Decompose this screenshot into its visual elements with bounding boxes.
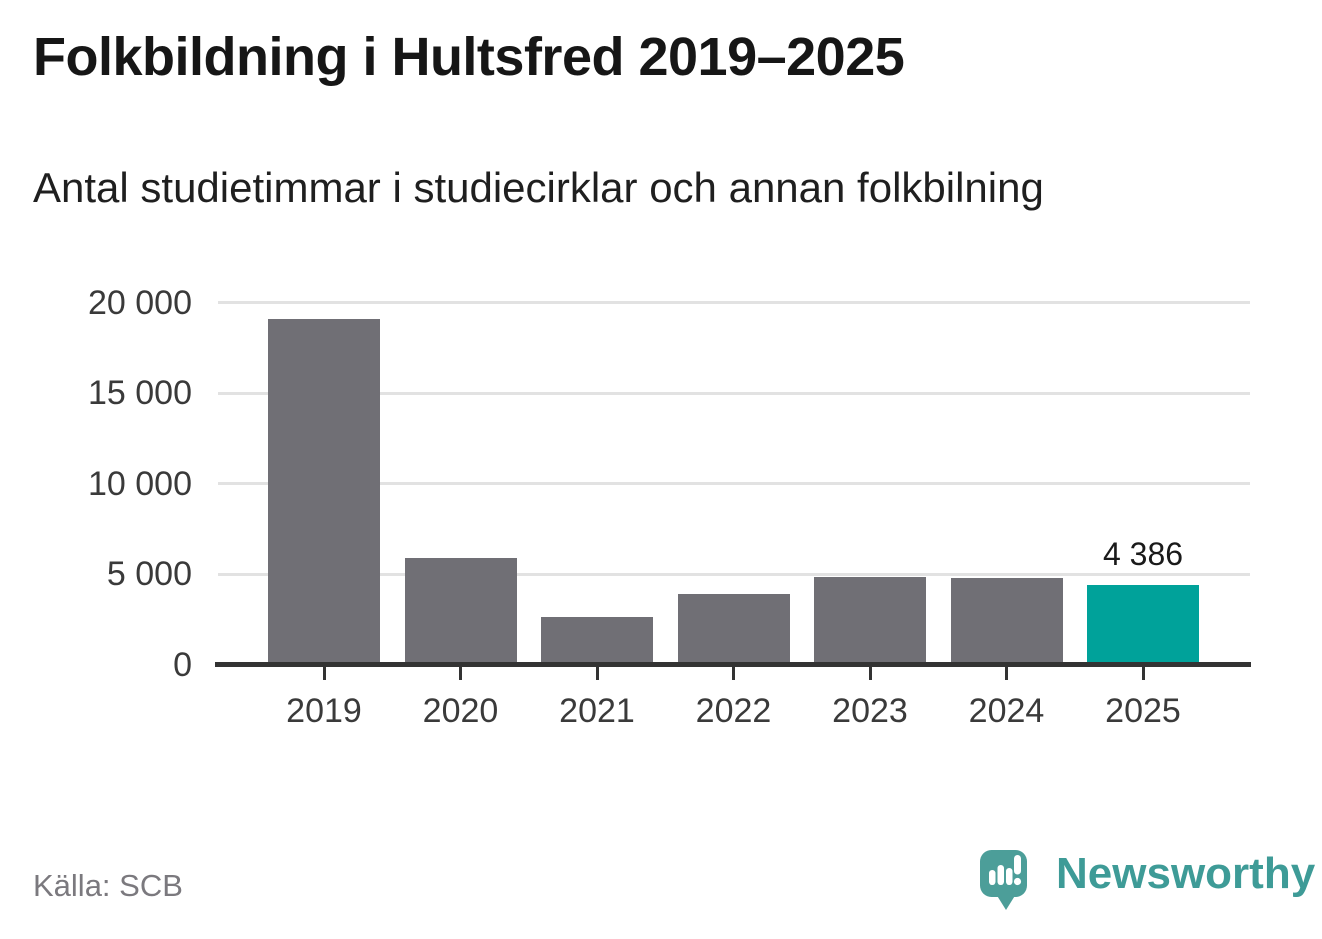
bar-value-label: 4 386 xyxy=(1102,536,1184,573)
chart-subtitle: Antal studietimmar i studiecirklar och a… xyxy=(33,164,1044,211)
x-axis-tick-label: 2025 xyxy=(1105,692,1181,730)
gridline xyxy=(218,482,1250,485)
x-axis-tick xyxy=(322,667,326,680)
x-axis-tick xyxy=(732,667,735,680)
x-axis-tick xyxy=(1005,667,1008,680)
source-attribution: Källa: SCB xyxy=(33,868,183,903)
y-axis-tick-label: 15 000 xyxy=(88,374,192,412)
bar-2019 xyxy=(268,318,380,665)
y-axis-tick-label: 0 xyxy=(173,645,192,684)
bar-2023 xyxy=(814,576,926,665)
bar-2025 xyxy=(1087,585,1199,665)
x-axis-tick-label: 2021 xyxy=(559,692,635,730)
x-axis-tick xyxy=(1141,667,1145,680)
bar-2022 xyxy=(677,593,790,665)
y-axis-tick-label: 10 000 xyxy=(88,464,192,503)
bar-2020 xyxy=(404,557,517,665)
newsworthy-logo-icon xyxy=(980,850,1027,910)
brand-name: Newsworthy xyxy=(1056,849,1316,898)
x-axis-tick-label: 2024 xyxy=(968,692,1045,730)
gridline xyxy=(218,391,1250,395)
x-axis-tick xyxy=(868,667,872,680)
x-axis-tick-label: 2019 xyxy=(286,692,362,730)
gridline xyxy=(218,301,1250,304)
x-axis-tick-label: 2022 xyxy=(695,692,772,730)
x-axis-tick-label: 2023 xyxy=(832,692,908,730)
bar-2024 xyxy=(950,578,1063,665)
x-axis-tick xyxy=(595,667,599,680)
bar-2021 xyxy=(541,617,653,665)
x-axis-line xyxy=(215,662,1251,667)
y-axis-tick-label: 5 000 xyxy=(106,555,192,593)
chart-title: Folkbildning i Hultsfred 2019–2025 xyxy=(33,27,905,87)
x-axis-tick xyxy=(459,667,462,680)
y-axis-tick-label: 20 000 xyxy=(88,283,192,322)
x-axis-tick-label: 2020 xyxy=(422,692,499,730)
gridline xyxy=(218,572,1250,576)
